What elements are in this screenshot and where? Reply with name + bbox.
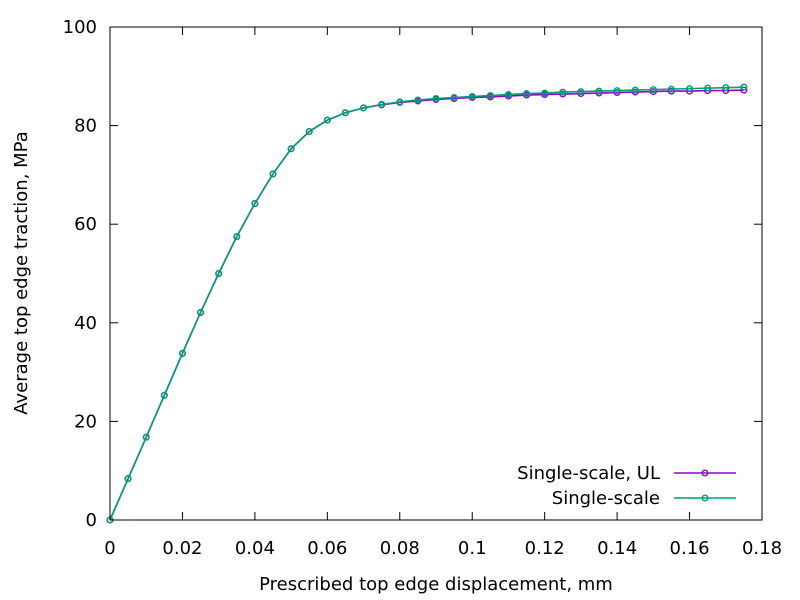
data-point <box>305 128 313 136</box>
legend-label: Single-scale, UL <box>517 463 660 484</box>
x-tick-label: 0.02 <box>162 538 202 559</box>
data-point <box>341 109 349 117</box>
data-point <box>414 96 422 104</box>
data-point <box>178 349 186 357</box>
data-point <box>486 92 494 100</box>
data-point <box>323 116 331 124</box>
data-point <box>541 89 549 97</box>
x-tick-label: 0.12 <box>525 538 565 559</box>
data-point <box>468 93 476 101</box>
data-point <box>559 88 567 96</box>
legend-swatch-marker <box>701 494 709 502</box>
data-point <box>577 88 585 96</box>
data-point <box>613 87 621 95</box>
legend: Single-scale, UL Single-scale <box>517 463 736 509</box>
data-point <box>251 199 259 207</box>
data-point <box>197 308 205 316</box>
data-point <box>287 145 295 153</box>
x-tick-label: 0.16 <box>670 538 710 559</box>
data-point <box>740 83 748 91</box>
legend-item: Single-scale, UL <box>517 463 736 484</box>
x-axis-label: Prescribed top edge displacement, mm <box>259 574 613 595</box>
data-point <box>233 233 241 241</box>
data-point <box>631 86 639 94</box>
series-1 <box>106 83 748 524</box>
x-tick-label: 0.08 <box>380 538 420 559</box>
data-point <box>124 475 132 483</box>
y-tick-label: 100 <box>63 17 97 38</box>
y-tick-label: 80 <box>74 116 97 137</box>
data-point <box>142 433 150 441</box>
legend-swatch-marker <box>701 469 709 477</box>
y-axis-label: Average top edge traction, MPa <box>11 131 32 415</box>
data-point <box>649 86 657 94</box>
y-tick-label: 40 <box>74 313 97 334</box>
data-point <box>667 85 675 93</box>
series-line <box>109 89 744 521</box>
x-tick-label: 0.06 <box>307 538 347 559</box>
legend-item: Single-scale <box>552 488 736 509</box>
y-axis: 0 20 40 60 80 100 <box>63 17 762 531</box>
x-tick-label: 0.04 <box>235 538 275 559</box>
legend-label: Single-scale <box>552 488 660 509</box>
x-tick-label: 0.14 <box>597 538 637 559</box>
data-point <box>523 90 531 98</box>
y-tick-label: 0 <box>86 510 97 531</box>
x-tick-label: 0.18 <box>742 538 782 559</box>
series-line <box>109 86 744 521</box>
data-point <box>595 87 603 95</box>
data-point <box>269 170 277 178</box>
data-point <box>722 84 730 92</box>
chart-marks <box>106 83 748 524</box>
data-point <box>215 270 223 278</box>
data-point <box>704 84 712 92</box>
data-point <box>504 91 512 99</box>
data-point <box>360 104 368 112</box>
data-point <box>396 98 404 106</box>
data-point <box>450 93 458 101</box>
x-axis: 0 0.02 0.04 0.06 0.08 0.1 0.12 0.14 0.16 0.18 <box>104 27 782 559</box>
data-point <box>378 100 386 108</box>
data-point <box>160 391 168 399</box>
y-tick-label: 60 <box>74 214 97 235</box>
plot-frame <box>109 26 763 521</box>
data-point <box>686 85 694 93</box>
y-tick-label: 20 <box>74 411 97 432</box>
x-tick-label: 0.1 <box>458 538 487 559</box>
data-point <box>432 94 440 102</box>
x-tick-label: 0 <box>104 538 115 559</box>
